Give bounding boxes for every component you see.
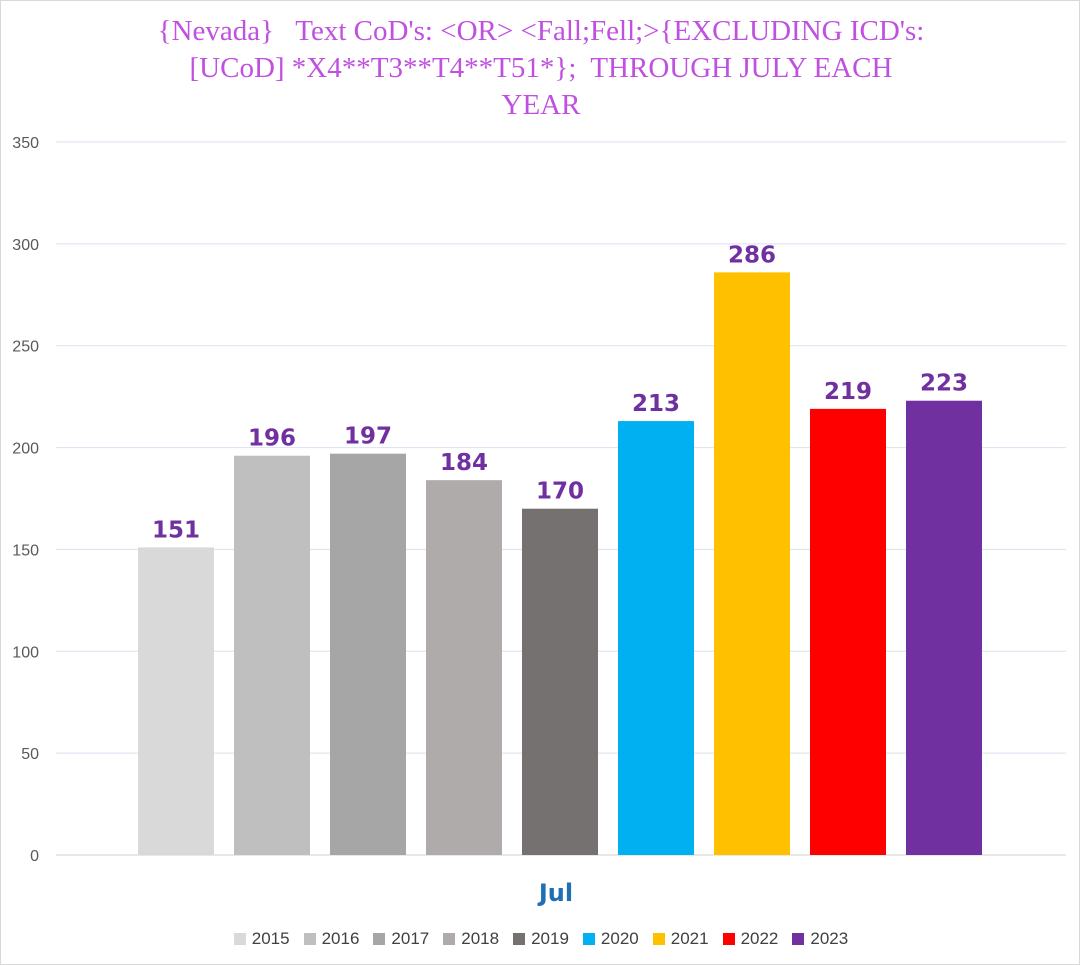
y-tick-label: 100 — [12, 644, 39, 661]
bar-2022[interactable] — [810, 408, 886, 855]
chart-title-line-2: [UCoD] *X4**T3**T4**T51*}; THROUGH JULY … — [189, 52, 893, 84]
legend-label: 2016 — [321, 929, 360, 948]
legend-item-2023[interactable]: 2023 — [792, 929, 848, 949]
legend-item-2021[interactable]: 2021 — [652, 929, 709, 949]
data-label-2020: 213 — [632, 391, 680, 417]
y-tick-label: 50 — [21, 746, 39, 763]
bar-2023[interactable] — [906, 400, 982, 855]
legend-label: 2015 — [251, 929, 290, 948]
bar-2017[interactable] — [330, 453, 406, 855]
legend-swatch — [722, 933, 735, 945]
legend-label: 2021 — [670, 929, 709, 948]
data-label-2021: 286 — [728, 242, 776, 268]
legend-label: 2020 — [600, 929, 639, 948]
legend-item-2022[interactable]: 2022 — [722, 929, 779, 949]
data-label-2019: 170 — [536, 479, 584, 505]
data-label-2018: 184 — [440, 450, 488, 476]
data-label-2023: 223 — [920, 371, 968, 397]
data-label-2017: 197 — [344, 424, 392, 450]
legend-item-2016[interactable]: 2016 — [303, 929, 360, 949]
legend-item-2019[interactable]: 2019 — [513, 929, 569, 949]
data-label-2022: 219 — [824, 379, 872, 405]
legend-item-2018[interactable]: 2018 — [443, 929, 499, 949]
legend-swatch — [582, 933, 595, 945]
y-tick-label: 150 — [12, 542, 39, 559]
legend-label: 2023 — [810, 929, 849, 948]
legend-swatch — [513, 933, 526, 945]
data-label-2016: 196 — [248, 426, 296, 452]
legend-swatch — [233, 933, 246, 945]
legend-swatch — [303, 933, 316, 945]
legend-label: 2018 — [461, 929, 500, 948]
y-tick-label: 0 — [30, 848, 39, 865]
y-tick-label: 300 — [12, 237, 39, 254]
bar-2016[interactable] — [234, 455, 310, 855]
legend-item-2015[interactable]: 2015 — [233, 929, 290, 949]
legend-swatch — [652, 933, 665, 945]
bar-2018[interactable] — [426, 480, 502, 855]
x-axis-label: Jul — [538, 879, 574, 907]
data-label-2015: 151 — [152, 517, 200, 543]
legend-swatch — [443, 933, 456, 945]
legend-swatch — [792, 933, 805, 945]
legend-label: 2019 — [531, 929, 569, 948]
y-tick-label: 250 — [12, 339, 39, 356]
legend-item-2020[interactable]: 2020 — [582, 929, 639, 949]
legend-item-2017[interactable]: 2017 — [373, 929, 429, 949]
y-tick-label: 350 — [12, 135, 39, 152]
bar-2021[interactable] — [714, 272, 790, 855]
legend: 2015 2016 2017 2018 2019 2020 2021 2022 2023 — [1, 929, 1080, 949]
y-tick-label: 200 — [12, 441, 39, 458]
legend-label: 2017 — [391, 929, 430, 948]
chart-title-line-1: {Nevada} Text CoD's: <OR> <Fall;Fell;>{E… — [157, 15, 925, 47]
bar-2019[interactable] — [522, 508, 598, 855]
bar-2015[interactable] — [138, 547, 214, 855]
chart-title-line-3: YEAR — [501, 89, 581, 121]
legend-label: 2022 — [740, 929, 779, 948]
chart-title: {Nevada} Text CoD's: <OR> <Fall;Fell;>{E… — [91, 13, 991, 124]
bar-2020[interactable] — [618, 421, 694, 855]
legend-swatch — [373, 933, 386, 945]
